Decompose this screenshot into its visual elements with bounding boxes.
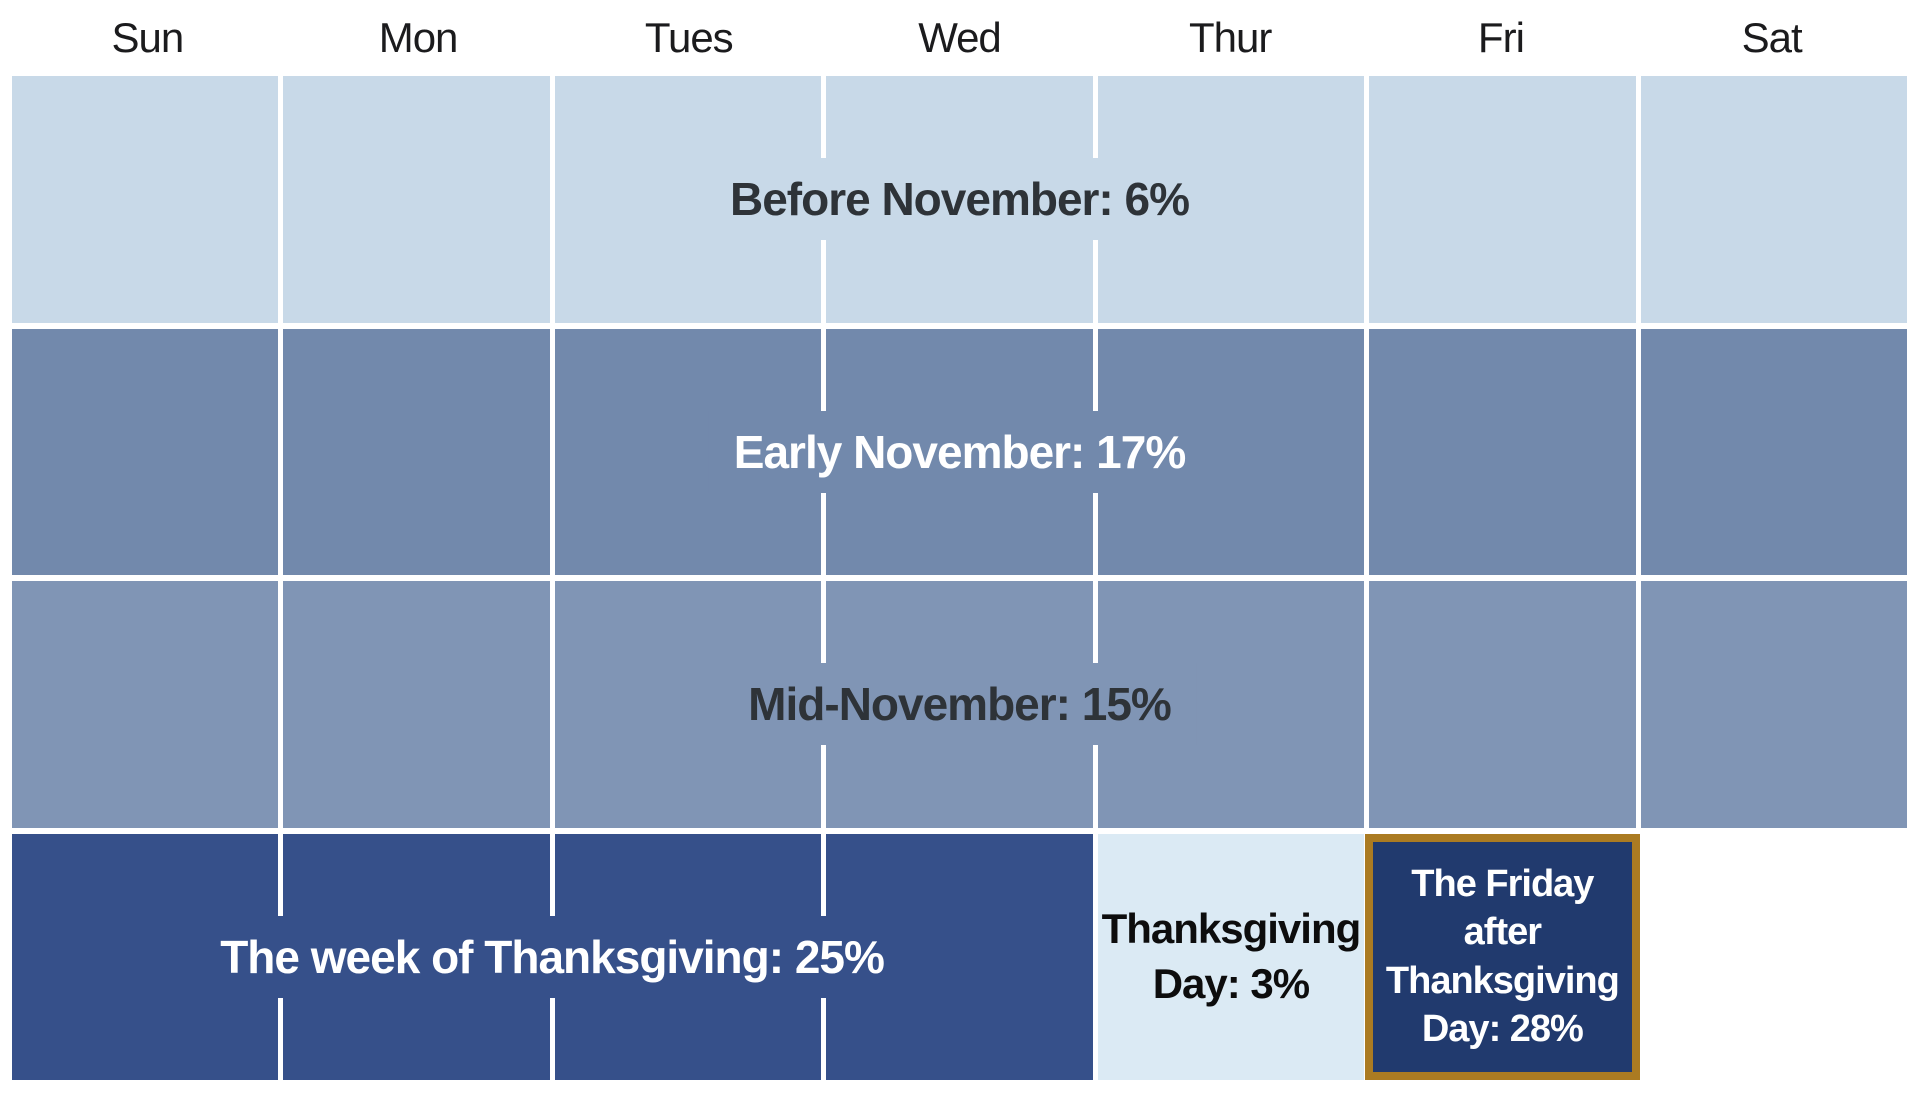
row-mid-november: Mid-November: 15% (12, 581, 1907, 828)
calendar-cell (1640, 581, 1907, 828)
friday-after-thanksgiving-cell: The Friday after Thanksgiving Day: 28% (1365, 833, 1640, 1080)
empty-saturday-cell (1640, 833, 1907, 1080)
day-label-thur: Thur (1189, 14, 1272, 61)
calendar-cell (283, 76, 550, 323)
calendar-cell (12, 581, 279, 828)
calendar-grid: Before November: 6% Early November: 17% … (12, 76, 1907, 1080)
thanksgiving-day-cell: Thanksgiving Day: 3% (1097, 833, 1365, 1080)
calendar-cell (1640, 76, 1907, 323)
early-november-label: Early November: 17% (707, 410, 1212, 493)
calendar-cell (1369, 581, 1636, 828)
calendar-cell (1369, 76, 1636, 323)
calendar-cell (1369, 328, 1636, 575)
calendar-cell (1640, 328, 1907, 575)
row-early-november: Early November: 17% (12, 328, 1907, 575)
calendar-cell (12, 328, 279, 575)
week-of-thanksgiving-label: The week of Thanksgiving: 25% (194, 915, 910, 998)
day-label-tues: Tues (644, 14, 734, 61)
day-of-week-header: Sun Mon Tues Wed Thur Fri Sat (12, 0, 1907, 76)
row-before-november: Before November: 6% (12, 76, 1907, 323)
day-label-sun: Sun (111, 14, 184, 61)
calendar-cell (283, 328, 550, 575)
row-thanksgiving-week: Thanksgiving Day: 3% The Friday after Th… (12, 833, 1907, 1080)
day-label-wed: Wed (918, 14, 1002, 61)
mid-november-label: Mid-November: 15% (722, 663, 1197, 746)
day-label-sat: Sat (1741, 14, 1803, 61)
before-november-label: Before November: 6% (703, 158, 1216, 241)
day-label-mon: Mon (378, 14, 459, 61)
calendar-cell (12, 76, 279, 323)
calendar-cell (283, 581, 550, 828)
day-label-fri: Fri (1477, 14, 1525, 61)
